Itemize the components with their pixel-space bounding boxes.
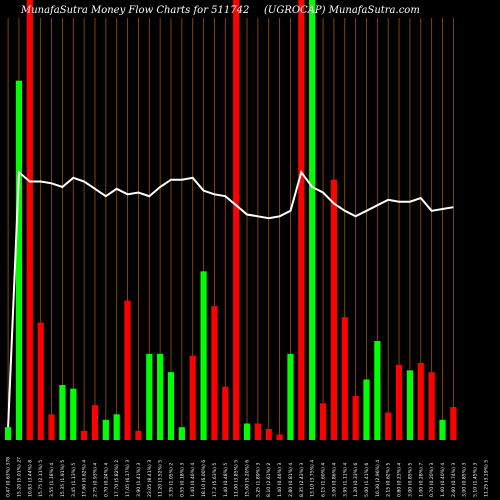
money-flow-bar: [48, 414, 55, 440]
money-flow-bar: [91, 405, 99, 440]
money-flow-bar: [243, 423, 251, 440]
x-tick-label: 2.75 (0.93%) 4: [93, 463, 99, 497]
money-flow-bar: [157, 353, 164, 440]
x-tick-label: 1.40 (0.46%) 3: [277, 463, 283, 497]
x-tick-label: 18.10 (6.00%) 6: [201, 460, 207, 497]
x-tick-label: 3.35 (1.05%) 2: [169, 463, 175, 497]
money-flow-bar: [81, 430, 88, 440]
money-flow-bar: [233, 0, 240, 440]
money-flow-bar: [406, 370, 414, 440]
x-tick-label: 15.20 (5.01%) 27: [17, 457, 23, 497]
money-flow-bar: [124, 300, 131, 440]
money-flow-bar: [167, 372, 175, 440]
x-tick-label: 0.80 (0.23%) 4: [397, 463, 403, 497]
x-tick-label: 3.00 (0.85%) 3: [462, 463, 468, 497]
x-tick-label: 10.30 (2.96%) 4: [375, 460, 381, 497]
x-tick-label: 3.00 (0.86%) 4: [331, 463, 337, 497]
x-tick-label: 1.00 (0.28%) 7: [418, 463, 424, 497]
x-tick-label: 17.2 (5.63%) 5: [212, 463, 218, 497]
x-tick-label: 11.20 (3.52%) 5: [158, 460, 164, 497]
x-tick-label: 2.15 (0.62%) 5: [386, 463, 392, 497]
chart-title-left: MunafaSutra Money Flow Charts for 511742: [21, 5, 250, 16]
money-flow-bar: [395, 364, 403, 440]
x-tick-label: 0.70 (0.20%) 3: [429, 463, 435, 497]
x-tick-label: 6.15 (1.60%) 4: [321, 463, 327, 497]
money-flow-bar: [319, 403, 327, 440]
money-flow-bar: [439, 419, 446, 440]
x-tick-label: 1.40 (0.40%) 4: [440, 463, 446, 497]
x-tick-label: 17.05 (6.17%) 3: [125, 460, 131, 497]
x-tick-label: 0.47 (0.63%) 378: [6, 457, 12, 497]
money-flow-bar: [59, 385, 66, 440]
money-flow-bar: [70, 388, 77, 440]
x-tick-label: 1.20 (0.33%) 6: [353, 463, 359, 497]
money-flow-bar: [309, 0, 316, 440]
money-flow-bar: [5, 427, 12, 440]
x-tick-label: 1.40 (0.48%) 5: [223, 463, 229, 497]
x-tick-label: 5.00 (1.41%) 6: [364, 463, 370, 497]
money-flow-bar: [341, 317, 348, 440]
x-tick-label: 3.45 (1.13%) 5: [71, 463, 77, 497]
x-tick-label: 3.95 (1.11%) 4: [342, 463, 348, 497]
money-flow-bar: [15, 80, 23, 441]
money-flow-bar: [385, 412, 392, 440]
money-flow-bar: [363, 379, 370, 440]
money-flow-bar: [178, 427, 185, 440]
money-flow-bar: [428, 372, 435, 440]
x-tick-label: 3.55 (1.18%) 4: [49, 463, 55, 497]
money-flow-bar: [287, 353, 294, 440]
money-flow-bar: [146, 353, 153, 440]
money-flow-bar: [265, 429, 272, 440]
x-tick-label: 15.35 (1.91%) 5: [60, 460, 66, 497]
money-flow-bar: [417, 363, 424, 440]
x-tick-label: 11.00 (3.85%) 5: [234, 460, 240, 497]
money-flow-bar: [352, 396, 359, 440]
money-flow-bar: [189, 355, 196, 440]
x-tick-label: 10.83 (3.44%) 8: [27, 460, 33, 497]
x-tick-label: 0.70 (0.24%) 4: [103, 463, 109, 497]
x-tick-label: 15.75 (2.11%) 5: [38, 460, 44, 497]
money-flow-bar: [211, 306, 218, 440]
x-tick-label: 5.10 (1.45%) 3: [473, 463, 479, 497]
x-tick-label: 17.70 (5.82%) 2: [114, 460, 120, 497]
chart-title-right: (UGROCAP) MunafaSutra.com: [264, 5, 420, 16]
money-flow-bar: [330, 179, 337, 440]
money-flow-bar: [113, 414, 120, 440]
money-flow-bar: [200, 271, 207, 440]
x-tick-label: 8.10 (2.61%) 2: [266, 463, 272, 497]
x-tick-label: 5.25 (1.89%) 3: [255, 463, 261, 497]
x-tick-label: 17.60 (0.62%) 4: [82, 460, 88, 497]
x-tick-label: 2.60 (0.74%) 3: [451, 463, 457, 497]
money-flow-bar: [222, 386, 229, 440]
money-flow-bar: [37, 322, 44, 440]
money-flow-bar: [135, 430, 142, 440]
money-flow-bar: [26, 0, 33, 440]
x-tick-label: 8.35 (2.43%) 3: [299, 463, 305, 497]
x-tick-label: 2.80 (0.81%) 4: [288, 463, 294, 497]
x-tick-label: 15.00 (5.20%) 6: [245, 460, 251, 497]
x-tick-label: 23.05 (8.41%) 3: [147, 460, 153, 497]
money-flow-bar: [374, 341, 381, 440]
price-line: [7, 170, 454, 428]
x-tick-label: 13.10 (3.75%) 4: [310, 460, 316, 497]
x-tick-label: 3.90 (1.41%) 3: [136, 463, 142, 497]
money-flow-bar: [450, 407, 457, 440]
x-tick-label: 0.55 (0.18%) 3: [179, 463, 185, 497]
money-flow-bar: [298, 0, 305, 440]
money-flow-bar: [276, 434, 283, 440]
x-tick-label: 3.00 (0.85%) 5: [407, 463, 413, 497]
money-flow-bar: [102, 419, 109, 440]
x-tick-label: 11.25 (3.19%) 5: [483, 460, 489, 497]
x-tick-label: 1.40 (0.46%) 4: [190, 463, 196, 497]
money-flow-bar: [254, 423, 261, 440]
